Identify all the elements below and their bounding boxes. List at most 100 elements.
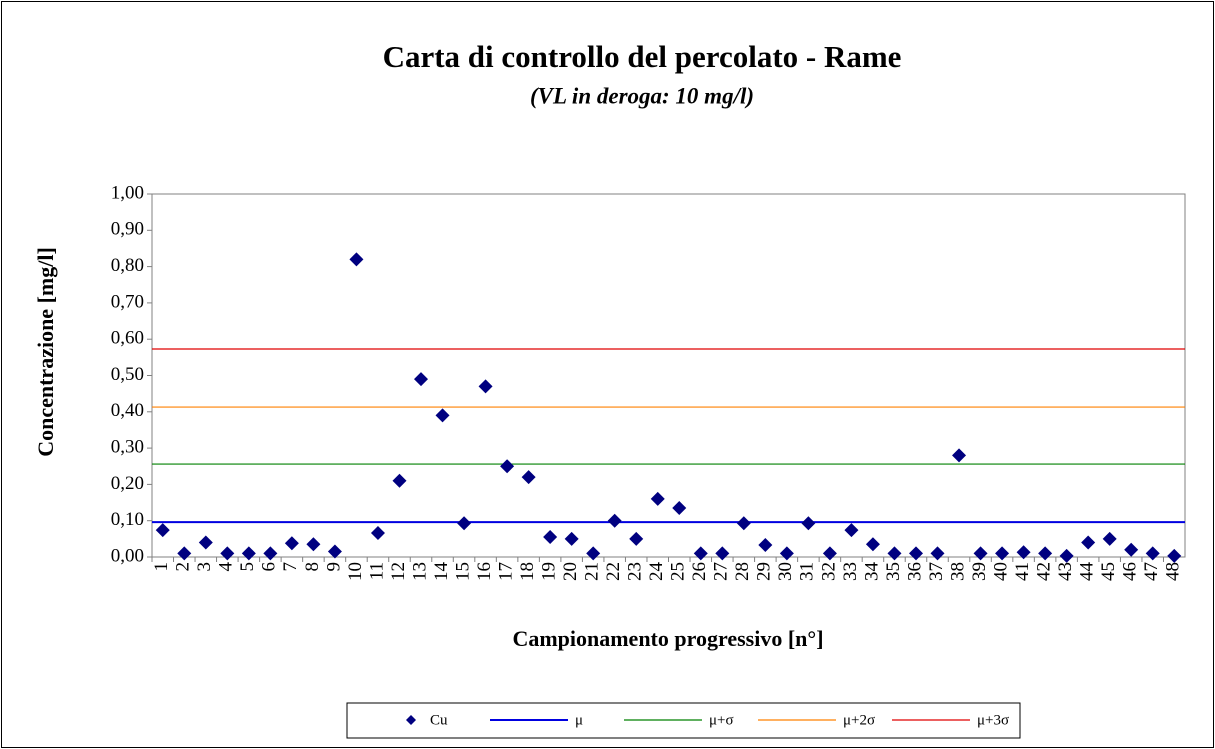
data-point [887,546,902,561]
data-point [1059,548,1074,563]
legend-marker [406,715,416,725]
x-tick-label: 37 [926,562,947,581]
y-tick-label: 0,90 [111,219,144,240]
data-point [564,531,579,546]
data-point [1124,542,1139,557]
y-tick-label: 0,80 [111,255,144,276]
x-tick-label: 22 [603,562,624,581]
x-tick-label: 28 [732,562,753,581]
x-tick-label: 8 [302,562,323,572]
x-tick-label: 15 [452,562,473,581]
data-point [1016,545,1031,560]
y-tick-label: 0,20 [111,473,144,494]
y-tick-label: 1,00 [111,182,144,203]
data-point [1081,535,1096,550]
data-point [370,526,385,541]
data-point [392,473,407,488]
data-point [801,516,816,531]
x-tick-label: 29 [754,562,775,581]
x-tick-label: 13 [409,562,430,581]
x-tick-label: 47 [1141,562,1162,581]
y-tick-label: 0,50 [111,364,144,385]
x-tick-label: 25 [668,562,689,581]
x-tick-label: 6 [259,562,280,572]
x-tick-label: 36 [904,562,925,581]
data-point [672,500,687,515]
y-tick-label: 0,70 [111,291,144,312]
data-point [822,546,837,561]
data-point [457,516,472,531]
data-point [220,546,235,561]
chart-subtitle: (VL in deroga: 10 mg/l) [530,83,754,108]
data-point [155,523,170,538]
x-tick-label: 26 [689,562,710,581]
data-point [930,546,945,561]
x-tick-label: 45 [1098,562,1119,581]
x-tick-label: 35 [883,562,904,581]
x-tick-label: 16 [474,562,495,581]
x-tick-label: 39 [969,562,990,581]
data-point [844,523,859,538]
data-point [198,535,213,550]
x-tick-label: 48 [1163,562,1184,581]
x-tick-label: 2 [173,562,194,572]
data-point [349,252,364,267]
legend-label: μ+3σ [977,712,1009,728]
data-point [973,546,988,561]
data-point [284,536,299,551]
data-point [693,546,708,561]
x-tick-label: 40 [990,562,1011,581]
x-tick-label: 24 [646,562,667,582]
data-point [715,546,730,561]
x-tick-label: 1 [151,562,172,572]
data-point [779,546,794,561]
y-tick-label: 0,10 [111,509,144,530]
data-point [1038,546,1053,561]
legend-label: μ+σ [709,712,734,728]
x-tick-label: 27 [711,562,732,581]
x-tick-label: 11 [366,562,387,580]
y-tick-label: 0,60 [111,328,144,349]
data-point [263,546,278,561]
data-point [435,408,450,423]
data-point [758,538,773,553]
data-point [865,537,880,552]
y-tick-label: 0,00 [111,545,144,566]
data-point [607,513,622,528]
x-tick-label: 31 [797,562,818,581]
legend-label: μ+2σ [843,712,875,728]
x-tick-label: 3 [194,562,215,572]
x-tick-label: 43 [1055,562,1076,581]
data-point [650,491,665,506]
data-point [177,546,192,561]
x-tick-label: 34 [861,562,882,582]
x-tick-label: 23 [625,562,646,581]
data-point [736,516,751,531]
legend-label: Cu [430,712,448,728]
y-tick-label: 0,30 [111,436,144,457]
x-tick-label: 44 [1077,562,1098,582]
x-tick-label: 19 [538,562,559,581]
data-point [327,544,342,559]
data-point [1167,548,1182,563]
data-point [995,546,1010,561]
data-point [952,448,967,463]
chart-title: Carta di controllo del percolato - Rame [383,39,902,74]
data-point [586,546,601,561]
x-tick-label: 17 [495,562,516,581]
x-tick-label: 46 [1120,562,1141,581]
data-point [521,470,536,485]
data-point [500,459,515,474]
data-point [306,537,321,552]
x-tick-label: 32 [818,562,839,581]
x-tick-label: 33 [840,562,861,581]
data-point [1145,546,1160,561]
data-point [1102,531,1117,546]
x-tick-label: 10 [345,562,366,581]
x-tick-label: 7 [280,562,301,572]
x-tick-label: 4 [216,562,237,572]
x-axis-label: Campionamento progressivo [n°] [512,626,823,651]
x-tick-label: 9 [323,562,344,572]
